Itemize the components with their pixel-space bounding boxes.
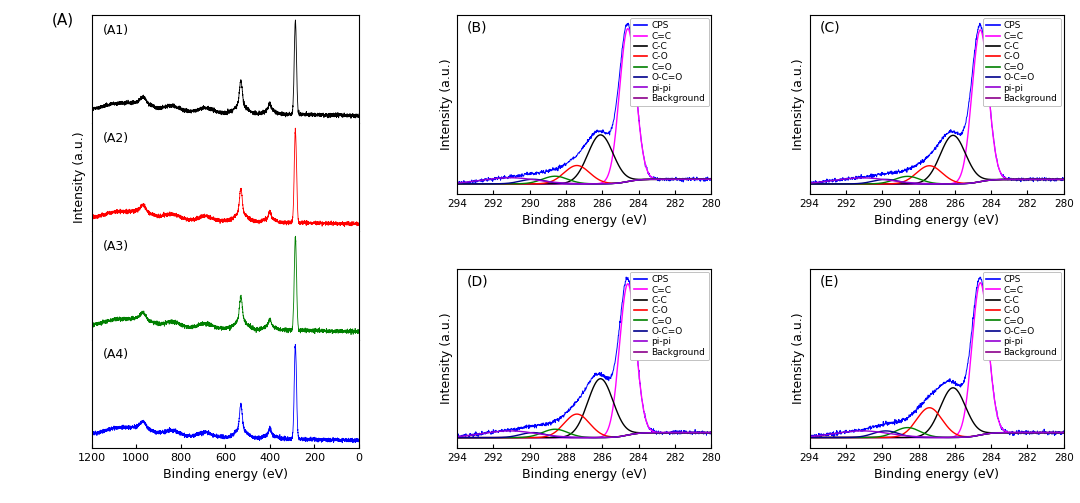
X-axis label: Binding energy (eV): Binding energy (eV) xyxy=(163,468,287,481)
Text: (D): (D) xyxy=(468,274,489,288)
Text: (A3): (A3) xyxy=(103,240,129,253)
Y-axis label: Intensity (a.u.): Intensity (a.u.) xyxy=(440,312,453,404)
Text: (A2): (A2) xyxy=(103,132,129,145)
X-axis label: Binding energy (eV): Binding energy (eV) xyxy=(874,468,999,481)
Legend: CPS, C=C, C-C, C-O, C=O, O-C=O, pi-pi, Background: CPS, C=C, C-C, C-O, C=O, O-C=O, pi-pi, B… xyxy=(983,18,1061,107)
Text: (A): (A) xyxy=(52,13,73,28)
Y-axis label: Intensity (a.u.): Intensity (a.u.) xyxy=(793,59,806,150)
X-axis label: Binding energy (eV): Binding energy (eV) xyxy=(522,214,647,227)
Text: (C): (C) xyxy=(820,21,840,34)
Legend: CPS, C=C, C-C, C-O, C=O, O-C=O, pi-pi, Background: CPS, C=C, C-C, C-O, C=O, O-C=O, pi-pi, B… xyxy=(631,272,708,360)
Text: (A4): (A4) xyxy=(103,348,129,361)
Text: (E): (E) xyxy=(820,274,839,288)
Text: (B): (B) xyxy=(468,21,488,34)
Y-axis label: Intensity (a.u.): Intensity (a.u.) xyxy=(73,131,86,223)
X-axis label: Binding energy (eV): Binding energy (eV) xyxy=(522,468,647,481)
X-axis label: Binding energy (eV): Binding energy (eV) xyxy=(874,214,999,227)
Y-axis label: Intensity (a.u.): Intensity (a.u.) xyxy=(793,312,806,404)
Legend: CPS, C=C, C-C, C-O, C=O, O-C=O, pi-pi, Background: CPS, C=C, C-C, C-O, C=O, O-C=O, pi-pi, B… xyxy=(983,272,1061,360)
Y-axis label: Intensity (a.u.): Intensity (a.u.) xyxy=(440,59,453,150)
Text: (A1): (A1) xyxy=(103,24,129,37)
Legend: CPS, C=C, C-C, C-O, C=O, O-C=O, pi-pi, Background: CPS, C=C, C-C, C-O, C=O, O-C=O, pi-pi, B… xyxy=(631,18,708,107)
